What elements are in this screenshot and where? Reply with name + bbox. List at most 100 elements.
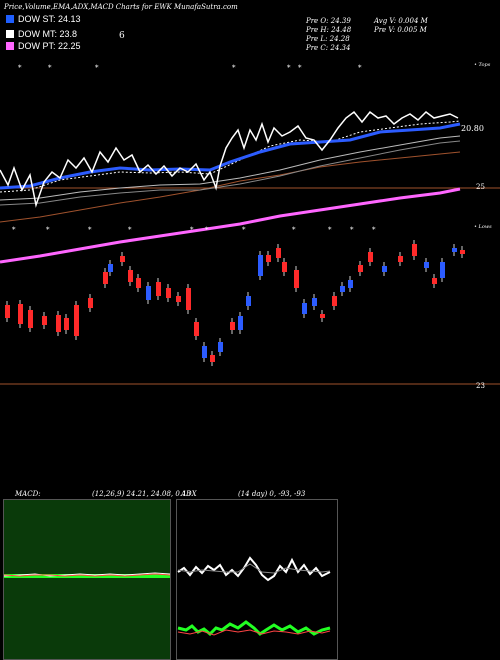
candle-body [218, 342, 223, 352]
top-marker: * [18, 64, 22, 72]
tops-label: • Tops [474, 62, 491, 68]
candle-body [42, 316, 47, 325]
top-marker: * [95, 64, 99, 72]
candles-group [5, 240, 465, 366]
candle-body [358, 265, 363, 272]
candle-body [302, 303, 307, 314]
price-label-mid: 25 [476, 183, 485, 191]
legend-label-st: DOW ST: 24.13 [18, 14, 81, 24]
candle-body [64, 318, 69, 330]
candle-body [432, 278, 437, 284]
low-marker: * [46, 226, 50, 234]
low-marker: * [205, 226, 209, 234]
price-label-top: 20.80 [461, 124, 484, 133]
candle-body [412, 244, 417, 256]
candle-body [28, 310, 33, 328]
candle-body [186, 288, 191, 310]
low-marker: * [292, 226, 296, 234]
top-marker: * [287, 64, 291, 72]
macd-label: MACD: [15, 490, 41, 498]
candle-body [103, 272, 108, 284]
legend-item-pt: DOW PT: 22.25 [6, 41, 81, 51]
candle-body [452, 248, 457, 252]
top-marker: * [232, 64, 236, 72]
legend-item-mt: DOW MT: 23.8 [6, 29, 77, 39]
candle-body [176, 296, 181, 302]
legend-swatch-st [6, 15, 14, 23]
candle-body [120, 256, 125, 262]
candle-body [276, 248, 281, 258]
stat-pre-open: Pre O: 24.39 [306, 17, 351, 25]
legend-swatch-mt [6, 30, 14, 38]
stat-pre-close: Pre C: 24.34 [306, 44, 351, 52]
candle-body [210, 355, 215, 362]
stat-pre-volume: Pre V: 0.005 M [374, 26, 427, 34]
candle-body [230, 322, 235, 330]
top-marker: * [298, 64, 302, 72]
candle-body [382, 266, 387, 272]
candle-body [258, 255, 263, 276]
ema-gray-line-2 [0, 140, 461, 206]
top-marker: * [358, 64, 362, 72]
candle-body [340, 286, 345, 292]
candle-body [166, 288, 171, 298]
candle-body [460, 250, 465, 254]
legend-label-pt: DOW PT: 22.25 [18, 41, 81, 51]
st-line [0, 122, 461, 190]
macd-signal-line [3, 573, 171, 577]
low-marker: * [190, 226, 194, 234]
legend-extra-number: 6 [119, 31, 125, 41]
candle-body [5, 305, 10, 318]
candle-body [128, 270, 133, 282]
candle-body [88, 298, 93, 308]
candle-body [398, 256, 403, 262]
adx-label: ADX [181, 490, 197, 498]
candle-body [332, 296, 337, 306]
candle-body [282, 262, 287, 272]
price-label-bottom: 23 [476, 382, 485, 390]
low-marker: * [88, 226, 92, 234]
candle-body [312, 298, 317, 306]
candle-body [156, 282, 161, 296]
macd-panel [3, 499, 171, 660]
stat-avg-volume: Avg V: 0.004 M [374, 17, 428, 25]
candle-body [294, 270, 299, 288]
candle-body [18, 304, 23, 324]
candle-body [74, 305, 79, 336]
pt-line [0, 187, 461, 264]
legend-label-mt: DOW MT: 23.8 [18, 29, 78, 39]
low-marker: * [12, 226, 16, 234]
candle-body [424, 262, 429, 268]
candle-body [146, 286, 151, 300]
low-marker: * [242, 226, 246, 234]
adx-minus-di-line [177, 620, 331, 637]
macd-histogram [4, 574, 170, 578]
stat-pre-high: Pre H: 24.48 [306, 26, 352, 34]
ema-gray-line-1 [0, 135, 461, 201]
candle-body [238, 316, 243, 330]
candle-body [368, 252, 373, 262]
top-markers: * * * * * * * * * * * * * * * * * * [12, 64, 376, 234]
candle-body [348, 280, 353, 288]
top-marker: * [48, 64, 52, 72]
lows-label: • Lows [474, 224, 492, 230]
candle-body [194, 322, 199, 336]
candle-body [202, 346, 207, 358]
candle-body [440, 262, 445, 278]
ema-long-line [0, 151, 461, 223]
candle-body [56, 315, 61, 332]
adx-line [177, 563, 331, 574]
legend-item-st: DOW ST: 24.13 [6, 14, 81, 24]
price-line [0, 110, 459, 208]
candle-body [266, 255, 271, 262]
candle-body [108, 264, 113, 272]
adx-plus-di-line [177, 556, 331, 582]
low-marker: * [350, 226, 354, 234]
stat-pre-low: Pre L: 24.28 [306, 35, 350, 43]
macd-params: (12,26,9) 24.21, 24.08, 0.13 [92, 490, 191, 498]
low-marker: * [128, 226, 132, 234]
macd-line [3, 572, 171, 577]
